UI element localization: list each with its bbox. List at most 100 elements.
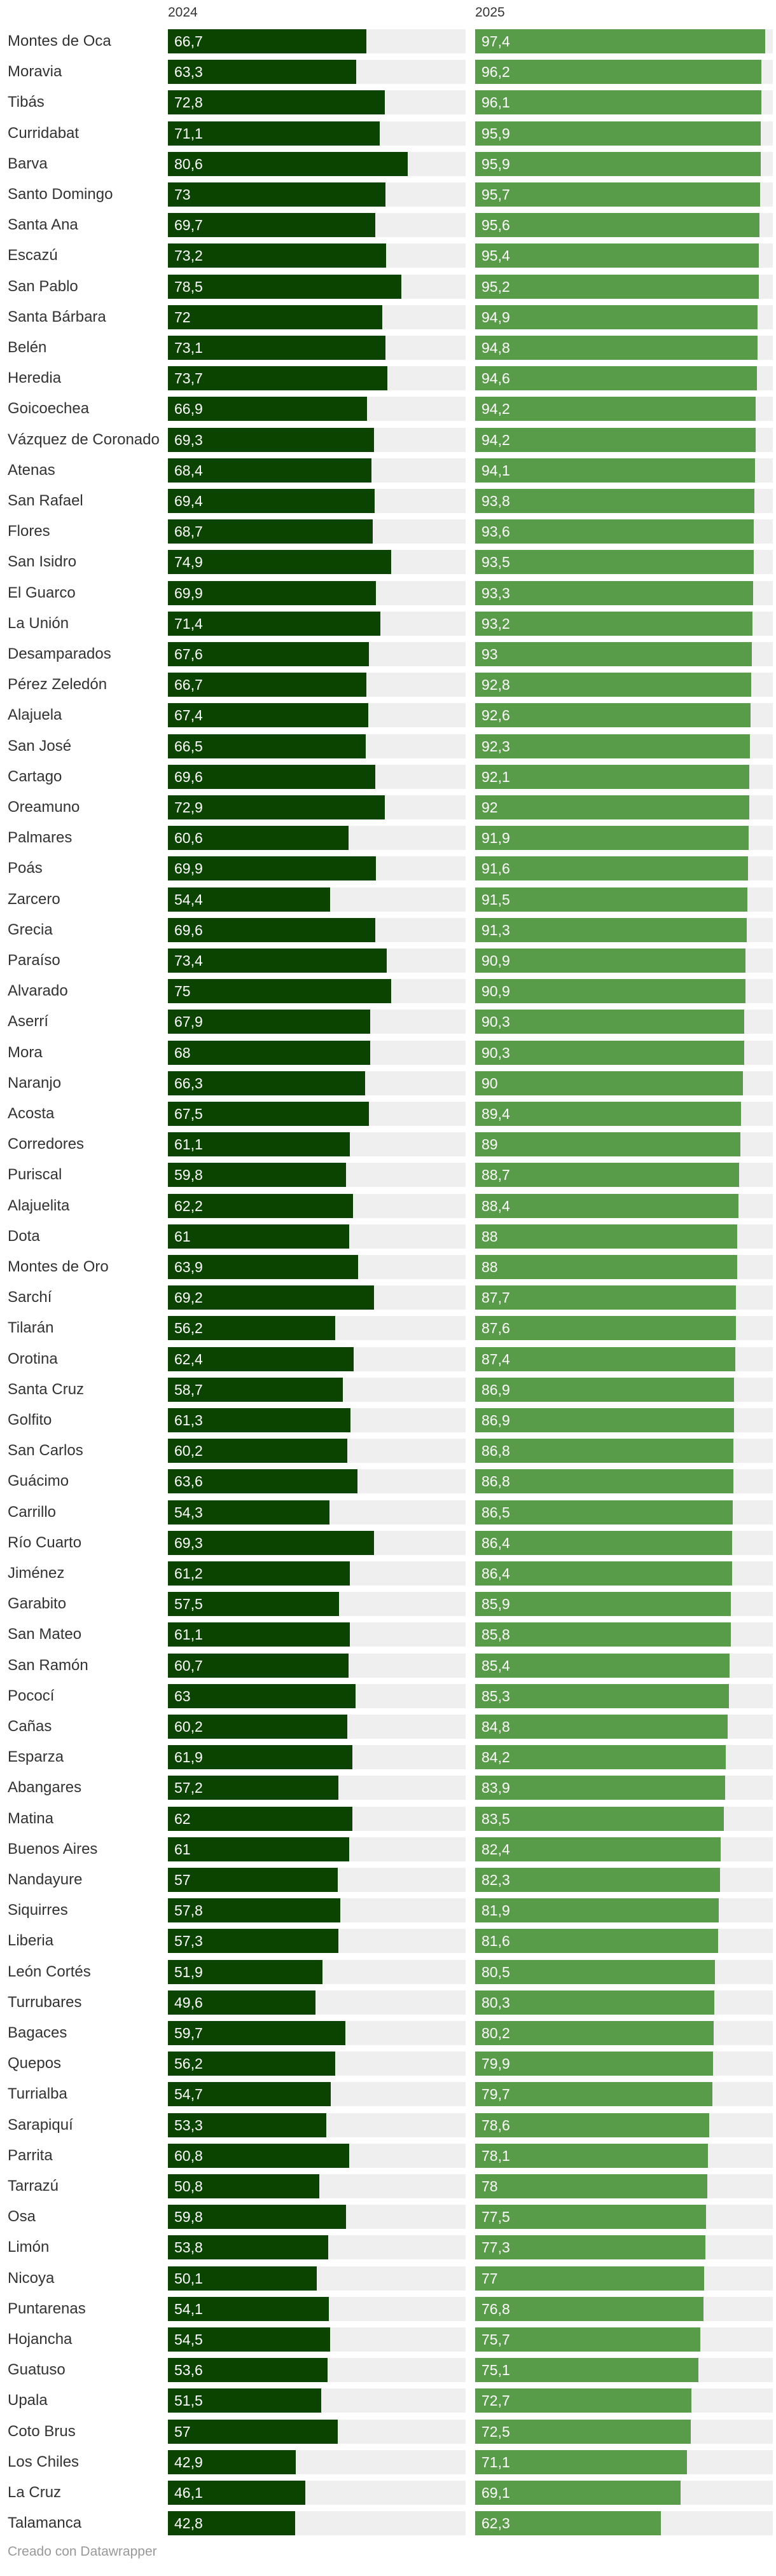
bar-2024[interactable] bbox=[168, 2205, 346, 2230]
bar-2024[interactable] bbox=[168, 1898, 340, 1923]
bar-2025[interactable] bbox=[475, 1868, 721, 1892]
bar-2025[interactable] bbox=[475, 2205, 706, 2230]
bar-2025[interactable] bbox=[475, 1132, 740, 1157]
bar-2024[interactable] bbox=[168, 856, 377, 881]
bar-2025[interactable] bbox=[475, 458, 756, 483]
bar-2024[interactable] bbox=[168, 182, 385, 207]
bar-2024[interactable] bbox=[168, 1776, 338, 1800]
bar-2025[interactable] bbox=[475, 2511, 661, 2536]
bar-2024[interactable] bbox=[168, 2511, 296, 2536]
bar-2024[interactable] bbox=[168, 1500, 330, 1524]
bar-2024[interactable] bbox=[168, 2449, 296, 2474]
bar-2024[interactable] bbox=[168, 1745, 352, 1770]
bar-2025[interactable] bbox=[475, 1561, 733, 1586]
bar-2025[interactable] bbox=[475, 427, 756, 452]
bar-2024[interactable] bbox=[168, 2174, 319, 2198]
bar-2024[interactable] bbox=[168, 1683, 356, 1708]
bar-2024[interactable] bbox=[168, 1653, 349, 1678]
bar-2024[interactable] bbox=[168, 60, 357, 85]
bar-2024[interactable] bbox=[168, 949, 387, 973]
bar-2024[interactable] bbox=[168, 121, 380, 146]
bar-2024[interactable] bbox=[168, 489, 375, 513]
bar-2025[interactable] bbox=[475, 887, 748, 912]
bar-2025[interactable] bbox=[475, 1837, 721, 1861]
bar-2024[interactable] bbox=[168, 2052, 336, 2076]
bar-2024[interactable] bbox=[168, 1255, 359, 1279]
bar-2025[interactable] bbox=[475, 2296, 704, 2321]
bar-2024[interactable] bbox=[168, 243, 386, 268]
bar-2025[interactable] bbox=[475, 1316, 736, 1341]
bar-2024[interactable] bbox=[168, 1010, 370, 1034]
bar-2025[interactable] bbox=[475, 580, 753, 605]
bar-2024[interactable] bbox=[168, 2481, 305, 2505]
bar-2025[interactable] bbox=[475, 29, 765, 53]
bar-2024[interactable] bbox=[168, 90, 385, 115]
bar-2024[interactable] bbox=[168, 2266, 317, 2291]
bar-2025[interactable] bbox=[475, 1776, 725, 1800]
bar-2025[interactable] bbox=[475, 182, 760, 207]
bar-2024[interactable] bbox=[168, 1163, 346, 1188]
bar-2024[interactable] bbox=[168, 2113, 327, 2137]
bar-2025[interactable] bbox=[475, 1806, 724, 1831]
bar-2024[interactable] bbox=[168, 213, 376, 238]
bar-2024[interactable] bbox=[168, 1102, 369, 1126]
bar-2024[interactable] bbox=[168, 979, 391, 1004]
bar-2024[interactable] bbox=[168, 1285, 374, 1310]
bar-2024[interactable] bbox=[168, 2021, 346, 2045]
bar-2024[interactable] bbox=[168, 1408, 350, 1432]
bar-2025[interactable] bbox=[475, 336, 758, 360]
bar-2025[interactable] bbox=[475, 151, 761, 176]
bar-2025[interactable] bbox=[475, 60, 762, 85]
bar-2025[interactable] bbox=[475, 734, 750, 758]
bar-2024[interactable] bbox=[168, 427, 375, 452]
bar-2024[interactable] bbox=[168, 519, 373, 544]
bar-2025[interactable] bbox=[475, 2327, 701, 2352]
bar-2025[interactable] bbox=[475, 1959, 715, 1984]
bar-2025[interactable] bbox=[475, 1530, 733, 1555]
bar-2025[interactable] bbox=[475, 243, 759, 268]
bar-2025[interactable] bbox=[475, 1285, 737, 1310]
bar-2025[interactable] bbox=[475, 1010, 744, 1034]
bar-2024[interactable] bbox=[168, 2327, 331, 2352]
bar-2024[interactable] bbox=[168, 2388, 322, 2413]
bar-2025[interactable] bbox=[475, 1653, 730, 1678]
bar-2024[interactable] bbox=[168, 642, 370, 666]
bar-2025[interactable] bbox=[475, 366, 757, 391]
bar-2025[interactable] bbox=[475, 121, 761, 146]
bar-2024[interactable] bbox=[168, 336, 386, 360]
bar-2024[interactable] bbox=[168, 366, 387, 391]
bar-2025[interactable] bbox=[475, 1193, 738, 1218]
bar-2025[interactable] bbox=[475, 1071, 744, 1095]
bar-2024[interactable] bbox=[168, 1929, 339, 1954]
bar-2024[interactable] bbox=[168, 1561, 350, 1586]
bar-2025[interactable] bbox=[475, 1040, 744, 1065]
bar-2025[interactable] bbox=[475, 1255, 737, 1279]
bar-2025[interactable] bbox=[475, 1163, 740, 1188]
bar-2024[interactable] bbox=[168, 2358, 328, 2383]
bar-2025[interactable] bbox=[475, 979, 746, 1004]
bar-2025[interactable] bbox=[475, 1224, 737, 1249]
bar-2024[interactable] bbox=[168, 580, 377, 605]
bar-2024[interactable] bbox=[168, 1316, 336, 1341]
bar-2025[interactable] bbox=[475, 2266, 705, 2291]
bar-2025[interactable] bbox=[475, 642, 752, 666]
bar-2024[interactable] bbox=[168, 550, 391, 575]
bar-2025[interactable] bbox=[475, 1592, 731, 1617]
bar-2025[interactable] bbox=[475, 2021, 714, 2045]
bar-2024[interactable] bbox=[168, 458, 372, 483]
bar-2024[interactable] bbox=[168, 1346, 354, 1371]
bar-2024[interactable] bbox=[168, 673, 367, 697]
bar-2025[interactable] bbox=[475, 305, 758, 329]
bar-2025[interactable] bbox=[475, 764, 750, 789]
bar-2024[interactable] bbox=[168, 1193, 354, 1218]
bar-2025[interactable] bbox=[475, 1102, 742, 1126]
bar-2025[interactable] bbox=[475, 917, 747, 942]
bar-2025[interactable] bbox=[475, 1683, 730, 1708]
bar-2024[interactable] bbox=[168, 2235, 328, 2260]
bar-2024[interactable] bbox=[168, 397, 368, 421]
bar-2025[interactable] bbox=[475, 2449, 687, 2474]
bar-2025[interactable] bbox=[475, 1408, 734, 1432]
bar-2024[interactable] bbox=[168, 1469, 357, 1494]
bar-2024[interactable] bbox=[168, 1868, 338, 1892]
bar-2025[interactable] bbox=[475, 1745, 726, 1770]
